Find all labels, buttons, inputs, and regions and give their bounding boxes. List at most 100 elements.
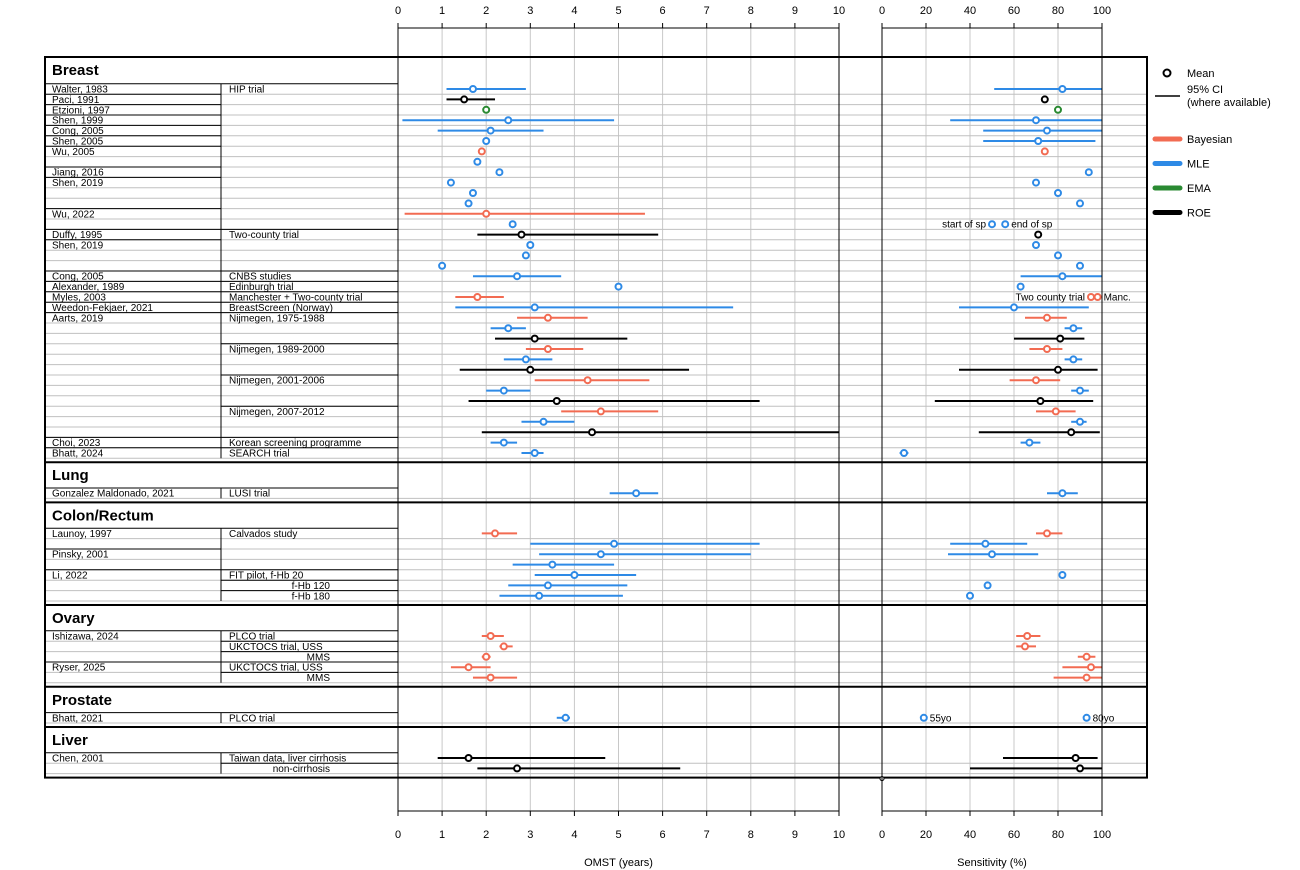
mean-point — [1034, 137, 1043, 145]
study-label: non-cirrhosis — [273, 764, 330, 775]
study-label: MMS — [307, 652, 331, 663]
section-title: Colon/Rectum — [52, 507, 154, 524]
mean-point — [543, 313, 552, 322]
mean-point — [521, 355, 530, 364]
mean-point — [495, 168, 504, 177]
study-label: Nijmegen, 1975-1988 — [229, 313, 325, 324]
legend-label: MLE — [1187, 159, 1210, 171]
mean-point — [539, 417, 548, 426]
section-title: Prostate — [52, 692, 112, 709]
mean-point — [1093, 293, 1102, 301]
study-label: f-Hb 120 — [292, 581, 331, 592]
mean-point — [517, 230, 526, 239]
study-label: LUSI trial — [229, 489, 270, 500]
study-label: CNBS studies — [229, 272, 291, 283]
mean-point — [1054, 189, 1062, 197]
author-label: Shen, 2019 — [52, 178, 104, 189]
mean-point — [1040, 147, 1049, 156]
tick-label: 0 — [879, 5, 885, 17]
mean-point — [583, 376, 592, 385]
mean-point — [1034, 230, 1043, 239]
row-lines-layer — [45, 93, 1147, 775]
mean-point — [1082, 673, 1091, 682]
section-title: Ovary — [52, 610, 95, 627]
mean-point — [499, 438, 508, 447]
mean-point — [1032, 178, 1040, 187]
mean-point — [1076, 417, 1084, 426]
mean-point — [988, 550, 996, 559]
mean-point — [530, 449, 539, 457]
mean-point — [1032, 116, 1040, 125]
tick-label: 2 — [483, 5, 489, 17]
mean-point — [482, 652, 491, 661]
annotation: start of sp — [942, 220, 986, 231]
mean-point — [464, 199, 473, 208]
study-label: Nijmegen, 2001-2006 — [229, 376, 325, 387]
study-label: UKCTOCS trial, USS — [229, 642, 323, 653]
mean-point — [530, 334, 539, 343]
legend-label: 95% CI (where available) — [1187, 84, 1271, 109]
mean-point — [900, 449, 908, 457]
tick-label: 9 — [792, 829, 798, 841]
mean-point — [504, 324, 513, 333]
study-label: Korean screening programme — [229, 438, 362, 449]
mean-point — [1023, 632, 1032, 640]
author-label: Aarts, 2019 — [52, 313, 104, 324]
tick-label: 8 — [748, 829, 754, 841]
tick-label: 100 — [1093, 829, 1111, 841]
mean-point — [1069, 324, 1078, 333]
study-label: BreastScreen (Norway) — [229, 303, 333, 314]
mean-point — [596, 550, 605, 559]
mean-point — [477, 147, 486, 156]
study-label: MMS — [307, 673, 331, 684]
mean-point — [464, 663, 473, 672]
mean-point — [1043, 126, 1051, 135]
tick-label: 1 — [439, 829, 445, 841]
tick-label: 4 — [571, 829, 577, 841]
mean-point — [486, 673, 495, 682]
mean-point — [1051, 407, 1060, 416]
mean-point — [1032, 241, 1040, 249]
mean-point — [535, 591, 544, 600]
mean-point — [1082, 713, 1091, 722]
author-label: Myles, 2003 — [52, 293, 106, 304]
mean-point — [508, 220, 517, 229]
mean-point — [521, 251, 530, 260]
grid-layer — [397, 28, 1103, 811]
annotation: end of sp — [1011, 220, 1053, 231]
mean-point — [473, 157, 482, 166]
mean-point — [1001, 220, 1010, 229]
mean-point — [1054, 105, 1062, 114]
author-label: Ishizawa, 2024 — [52, 632, 119, 643]
mean-point — [482, 105, 491, 114]
tick-label: 1 — [439, 5, 445, 17]
author-label: Cong, 2005 — [52, 126, 104, 137]
author-label: Paci, 1991 — [52, 95, 100, 106]
mean-point — [561, 713, 570, 722]
legend-label: EMA — [1187, 183, 1212, 195]
mean-point — [983, 581, 992, 590]
study-label: Nijmegen, 1989-2000 — [229, 345, 325, 356]
tick-label: 100 — [1093, 5, 1111, 17]
study-label: Manchester + Two-county trial — [229, 293, 363, 304]
mean-point — [473, 293, 482, 301]
author-label: Bhatt, 2021 — [52, 713, 104, 724]
tick-label: 0 — [395, 829, 401, 841]
mean-point — [491, 529, 500, 538]
study-label: Edinburgh trial — [229, 282, 293, 293]
tick-label: 3 — [527, 829, 533, 841]
mean-point — [552, 397, 561, 405]
annotation: 55yo — [930, 713, 952, 724]
mean-point — [919, 713, 928, 722]
mean-point — [486, 126, 495, 135]
mean-point — [530, 303, 539, 312]
author-label: Ryser, 2025 — [52, 663, 106, 674]
annotation: Manc. — [1104, 293, 1131, 304]
tick-label: 40 — [964, 5, 976, 17]
author-label: Shen, 2005 — [52, 137, 104, 148]
tick-label: 80 — [1052, 5, 1064, 17]
study-label: Calvados study — [229, 529, 297, 540]
mean-point — [548, 560, 557, 569]
mean-point — [1087, 293, 1095, 301]
